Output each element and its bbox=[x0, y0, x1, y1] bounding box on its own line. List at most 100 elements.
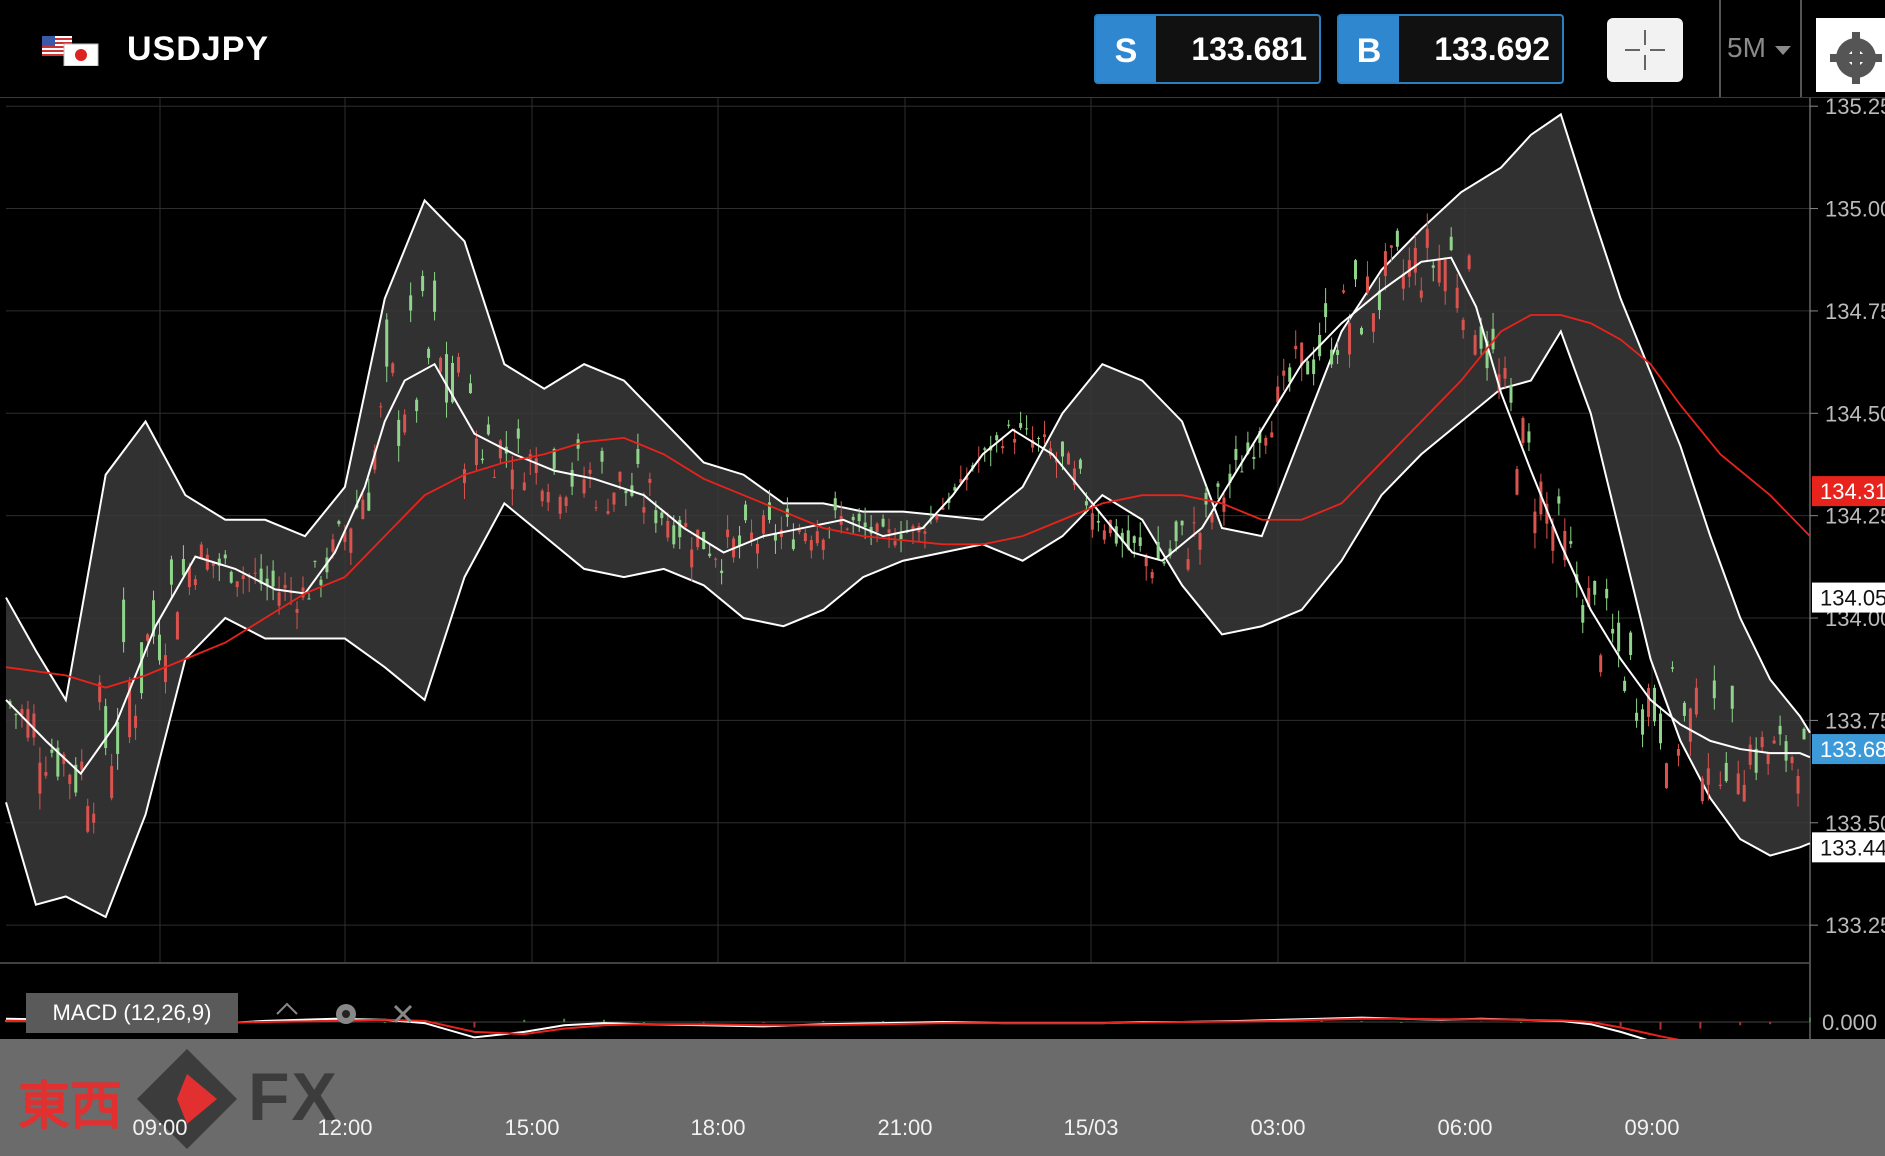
candle-body bbox=[1443, 259, 1447, 292]
upper-band-line bbox=[5, 112, 1811, 734]
candle-body bbox=[1724, 762, 1728, 782]
symbol-title[interactable]: USDJPY bbox=[127, 30, 270, 68]
candles bbox=[8, 213, 1806, 834]
candle-body bbox=[415, 399, 419, 412]
candle-body bbox=[1055, 459, 1059, 463]
price-tick-label: 134.25 bbox=[1825, 504, 1885, 529]
candle-body bbox=[1312, 359, 1316, 374]
candle-body bbox=[1515, 469, 1519, 495]
candle-body bbox=[128, 682, 132, 738]
candle-body bbox=[1784, 741, 1788, 761]
lower-band-line bbox=[5, 329, 1811, 919]
candle-body bbox=[714, 558, 718, 560]
candle-body bbox=[672, 525, 676, 545]
gear-icon bbox=[1830, 32, 1882, 84]
candle-body bbox=[110, 766, 114, 799]
macd-label[interactable]: MACD (12,26,9) bbox=[26, 993, 238, 1033]
candle-body bbox=[223, 554, 227, 559]
candle-body bbox=[899, 534, 903, 540]
candle-body bbox=[1748, 744, 1752, 765]
gear-icon[interactable] bbox=[336, 1004, 356, 1024]
band-fill bbox=[6, 114, 1810, 917]
candle-body bbox=[62, 754, 66, 764]
candle-body bbox=[409, 295, 413, 311]
candle-body bbox=[516, 428, 520, 439]
candle-body bbox=[1342, 290, 1346, 293]
macd-histogram-bar bbox=[1559, 1022, 1562, 1023]
candle-body bbox=[642, 507, 646, 513]
candle-body bbox=[546, 491, 550, 503]
candle-body bbox=[1300, 342, 1304, 366]
candle-body bbox=[552, 448, 556, 470]
candle-body bbox=[86, 806, 90, 832]
price-marker-label: 133.44 bbox=[1820, 835, 1885, 860]
buy-button[interactable]: B 133.692 bbox=[1337, 14, 1564, 84]
macd-histogram-bar bbox=[1619, 1022, 1622, 1027]
sell-tag: S bbox=[1096, 16, 1156, 82]
price-axis: 135.25135.00134.75134.50134.25134.00133.… bbox=[1810, 98, 1885, 1138]
candle-body bbox=[1790, 757, 1794, 764]
candle-body bbox=[564, 497, 568, 506]
candle-body bbox=[462, 469, 466, 484]
candle-body bbox=[738, 535, 742, 546]
candle-body bbox=[1168, 548, 1172, 556]
candle-body bbox=[157, 634, 161, 661]
candle-body bbox=[1156, 542, 1160, 559]
macd-histogram-bar bbox=[882, 1020, 885, 1022]
candle-body bbox=[1635, 712, 1639, 721]
candle-body bbox=[1694, 687, 1698, 715]
candle-body bbox=[1276, 386, 1280, 403]
candle-body bbox=[1306, 361, 1310, 375]
macd-histogram-bar bbox=[702, 1022, 705, 1024]
candle-body bbox=[104, 706, 108, 749]
currency-pair-flags-icon bbox=[42, 36, 100, 67]
settings-button[interactable] bbox=[1816, 18, 1885, 92]
price-tick-label: 133.25 bbox=[1825, 913, 1885, 938]
candle-body bbox=[582, 479, 586, 494]
candle-body bbox=[74, 764, 78, 793]
candle-body bbox=[756, 543, 760, 554]
up-arrow-icon[interactable] bbox=[276, 1002, 298, 1015]
candle-body bbox=[1377, 290, 1381, 310]
candle-body bbox=[140, 642, 144, 694]
candle-body bbox=[1449, 236, 1453, 251]
price-tick-label: 134.75 bbox=[1825, 299, 1885, 324]
candle-body bbox=[427, 348, 431, 358]
price-marker-label: 134.05 bbox=[1820, 586, 1885, 611]
macd-histogram-bar bbox=[822, 1020, 825, 1022]
candle-body bbox=[1754, 748, 1758, 773]
candle-body bbox=[235, 581, 239, 588]
candle-body bbox=[911, 526, 915, 531]
macd-histogram-bar bbox=[383, 1022, 386, 1023]
candle-body bbox=[277, 592, 281, 606]
candle-body bbox=[1766, 753, 1770, 764]
candle-body bbox=[38, 762, 42, 794]
candle-body bbox=[205, 554, 209, 570]
macd-histogram-bar bbox=[603, 1019, 606, 1022]
candle-body bbox=[1653, 687, 1657, 722]
candle-body bbox=[1772, 740, 1776, 744]
candle-body bbox=[116, 722, 120, 754]
candle-body bbox=[767, 502, 771, 520]
macd-tick-label: 0.000 bbox=[1822, 1010, 1877, 1035]
candle-body bbox=[1533, 511, 1537, 534]
candle-body bbox=[169, 559, 173, 585]
candle-body bbox=[923, 531, 927, 534]
candle-body bbox=[1611, 628, 1615, 634]
macd-histogram-bar bbox=[1400, 1022, 1403, 1023]
candle-body bbox=[1563, 530, 1567, 561]
candle-body bbox=[1581, 605, 1585, 623]
timeframe-dropdown[interactable]: 5M bbox=[1727, 32, 1792, 64]
candle-body bbox=[624, 490, 628, 494]
crosshair-button[interactable] bbox=[1607, 18, 1683, 82]
candle-body bbox=[1479, 326, 1483, 349]
candle-body bbox=[833, 498, 837, 511]
close-icon[interactable] bbox=[393, 1004, 413, 1024]
candle-body bbox=[1658, 713, 1662, 744]
candle-body bbox=[618, 471, 622, 482]
price-chart[interactable]: 135.25135.00134.75134.50134.25134.00133.… bbox=[0, 98, 1885, 1156]
indicator-lines bbox=[5, 256, 1811, 776]
sell-button[interactable]: S 133.681 bbox=[1094, 14, 1321, 84]
logo-text: 東西 bbox=[18, 1077, 123, 1137]
macd-histogram-bar bbox=[1589, 1022, 1592, 1025]
